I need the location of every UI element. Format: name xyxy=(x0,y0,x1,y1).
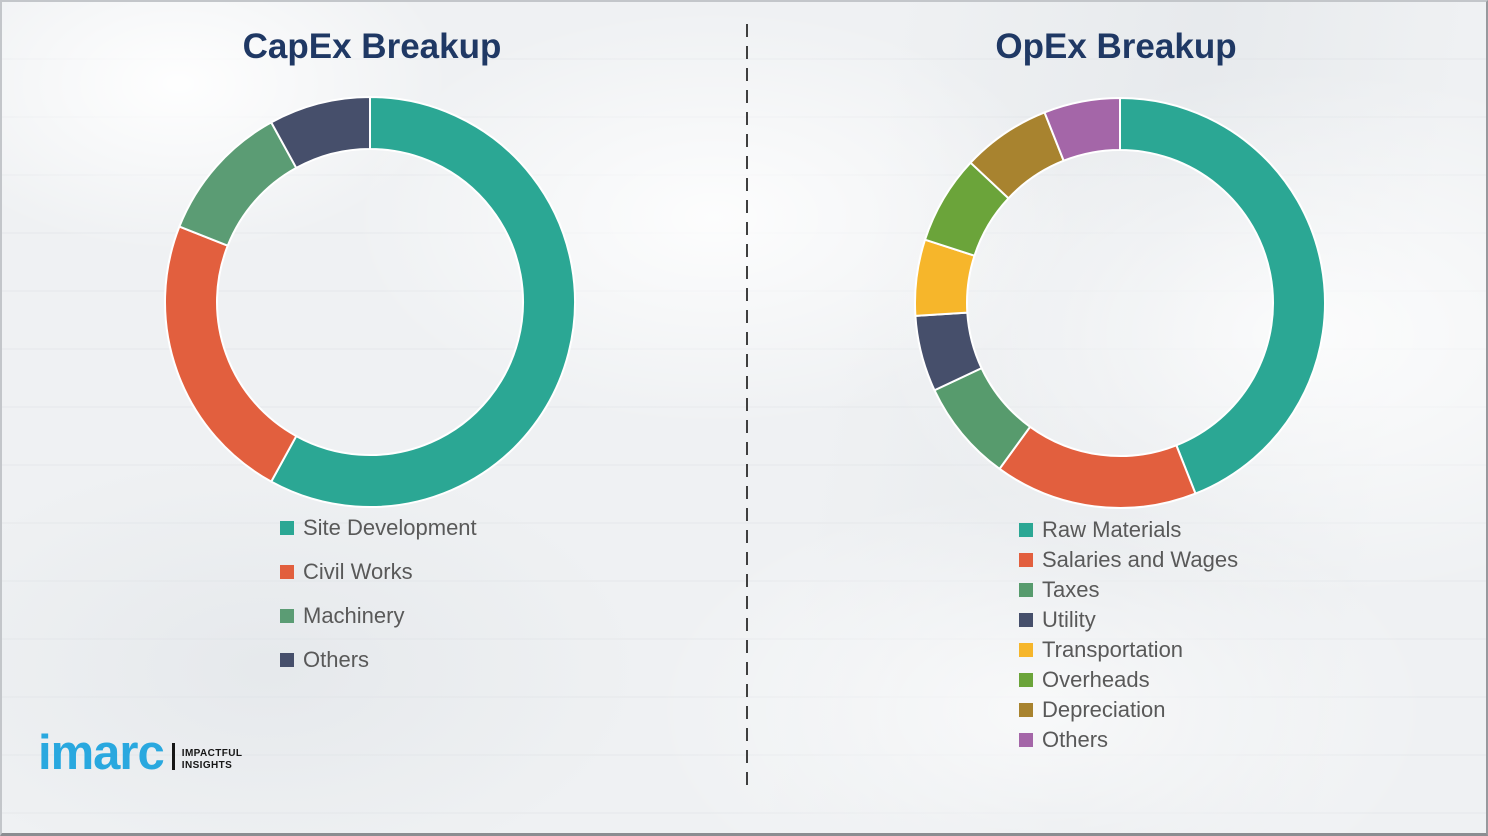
imarc-logo-wordmark: imarc xyxy=(38,726,165,780)
legend-swatch-utility xyxy=(1019,613,1033,627)
legend-swatch-site-development xyxy=(280,521,294,535)
capex-chart-title: CapEx Breakup xyxy=(242,27,502,66)
donut-segment-machinery xyxy=(178,121,298,247)
legend-swatch-others xyxy=(1019,733,1033,747)
divider-dashed-line xyxy=(746,24,748,792)
imarc-logo-tagline: IMPACTFUL INSIGHTS xyxy=(182,748,243,771)
legend-label-raw-materials: Raw Materials xyxy=(1042,517,1182,542)
legend-swatch-depreciation xyxy=(1019,703,1033,717)
logo-divider-bar xyxy=(171,743,175,771)
legend-label-others: Others xyxy=(303,647,370,672)
tagline-line-2: INSIGHTS xyxy=(181,759,233,771)
imarc-logo: imarc IMPACTFUL INSIGHTS xyxy=(38,726,243,780)
donut-segment-raw-materials xyxy=(1119,97,1326,495)
legend-item-others: Others xyxy=(1019,728,1238,752)
opex-donut-chart xyxy=(914,97,1326,509)
legend-label-machinery: Machinery xyxy=(303,603,405,628)
legend-swatch-civil-works xyxy=(280,565,294,579)
donut-segment-others xyxy=(270,96,371,169)
legend-item-salaries-and-wages: Salaries and Wages xyxy=(1019,548,1238,572)
donut-segment-salaries-and-wages xyxy=(998,425,1197,509)
donut-segment-others xyxy=(1043,97,1121,162)
legend-swatch-machinery xyxy=(280,609,294,623)
legend-swatch-salaries-and-wages xyxy=(1019,553,1033,567)
legend-label-utility: Utility xyxy=(1042,607,1096,632)
legend-item-civil-works: Civil Works xyxy=(280,560,477,584)
legend-swatch-others xyxy=(280,653,294,667)
capex-donut-chart xyxy=(164,96,576,508)
opex-legend: Raw Materials Salaries and Wages Taxes Util… xyxy=(1019,518,1238,758)
legend-item-overheads: Overheads xyxy=(1019,668,1238,692)
capex-panel: CapEx Breakup Site Development Civil Work… xyxy=(164,27,576,692)
opex-chart-title: OpEx Breakup xyxy=(995,27,1237,66)
capex-legend: Site Development Civil Works Machinery Othe… xyxy=(280,516,477,692)
legend-swatch-raw-materials xyxy=(1019,523,1033,537)
legend-item-transportation: Transportation xyxy=(1019,638,1238,662)
legend-label-salaries-and-wages: Salaries and Wages xyxy=(1042,547,1239,572)
legend-label-others: Others xyxy=(1042,727,1109,752)
legend-label-taxes: Taxes xyxy=(1042,577,1100,602)
legend-swatch-taxes xyxy=(1019,583,1033,597)
legend-label-civil-works: Civil Works xyxy=(303,559,413,584)
legend-item-others: Others xyxy=(280,648,477,672)
legend-item-taxes: Taxes xyxy=(1019,578,1238,602)
legend-item-depreciation: Depreciation xyxy=(1019,698,1238,722)
legend-item-site-development: Site Development xyxy=(280,516,477,540)
tagline-line-1: IMPACTFUL xyxy=(181,748,243,760)
legend-label-depreciation: Depreciation xyxy=(1042,697,1166,722)
legend-swatch-overheads xyxy=(1019,673,1033,687)
donut-segment-civil-works xyxy=(164,225,298,483)
legend-label-transportation: Transportation xyxy=(1042,637,1184,662)
legend-item-machinery: Machinery xyxy=(280,604,477,628)
legend-label-site-development: Site Development xyxy=(303,515,477,540)
donut-segment-site-development xyxy=(270,96,576,508)
legend-item-utility: Utility xyxy=(1019,608,1238,632)
opex-panel: OpEx Breakup Raw Materials Salaries and W… xyxy=(744,0,1488,836)
legend-item-raw-materials: Raw Materials xyxy=(1019,518,1238,542)
legend-label-overheads: Overheads xyxy=(1042,667,1150,692)
legend-swatch-transportation xyxy=(1019,643,1033,657)
